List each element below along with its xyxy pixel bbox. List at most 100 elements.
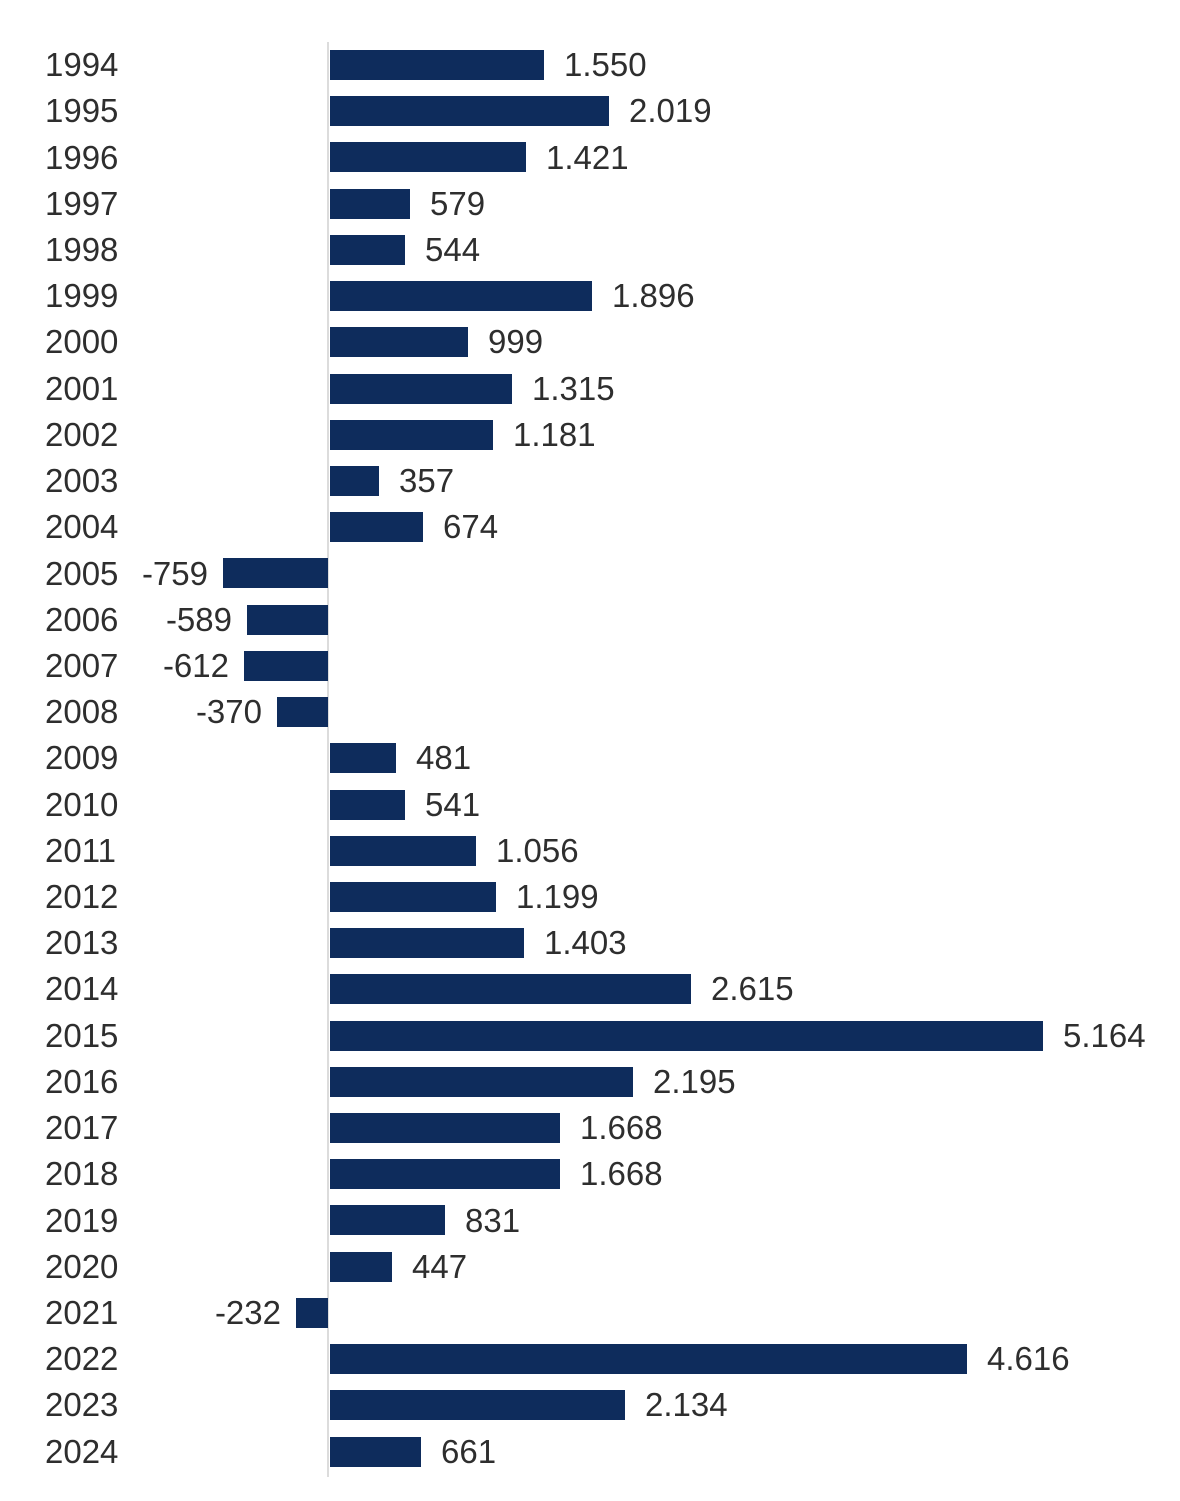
bar <box>330 281 592 312</box>
value-label: 579 <box>430 184 486 222</box>
category-label: 1996 <box>45 138 119 176</box>
category-label: 2021 <box>45 1294 119 1332</box>
category-label: 2002 <box>45 415 119 453</box>
bar <box>330 96 609 127</box>
value-label: 2.134 <box>645 1386 728 1424</box>
value-label: 999 <box>488 323 544 361</box>
chart-row: 2023 2.134 <box>0 1382 1180 1428</box>
value-label: 674 <box>443 508 499 546</box>
chart-row: 2001 1.315 <box>0 366 1180 412</box>
chart-row: 1994 1.550 <box>0 42 1180 88</box>
value-label: 1.181 <box>513 415 596 453</box>
chart-row: 2014 2.615 <box>0 966 1180 1012</box>
chart-row: 2000 999 <box>0 319 1180 365</box>
value-label: 1.199 <box>516 878 599 916</box>
value-label: 661 <box>441 1432 497 1470</box>
value-label: 1.668 <box>580 1109 663 1147</box>
bar <box>330 188 410 219</box>
bar <box>330 373 512 404</box>
value-label: 2.615 <box>711 970 794 1008</box>
chart-row: 2011 1.056 <box>0 828 1180 874</box>
value-label: 2.195 <box>653 1062 736 1100</box>
value-label: 1.896 <box>612 277 695 315</box>
value-label: 1.315 <box>532 369 615 407</box>
category-label: 2011 <box>45 831 116 869</box>
category-label: 2023 <box>45 1386 119 1424</box>
chart-row: 2017 1.668 <box>0 1105 1180 1151</box>
category-label: 2001 <box>45 369 119 407</box>
value-label: 544 <box>425 230 481 268</box>
category-label: 2022 <box>45 1340 119 1378</box>
chart-row: 2003 357 <box>0 458 1180 504</box>
chart-rows: 1994 1.550 1995 2.019 1996 1.421 1997 579 1998 54… <box>0 42 1180 1475</box>
category-label: 2015 <box>45 1016 119 1054</box>
bar <box>330 465 379 496</box>
chart-row: 2019 831 <box>0 1197 1180 1243</box>
category-label: 1994 <box>45 46 119 84</box>
value-label: 357 <box>399 462 455 500</box>
bar <box>330 512 423 543</box>
bar <box>330 1436 421 1467</box>
value-label: 481 <box>416 739 472 777</box>
chart-row: 2013 1.403 <box>0 920 1180 966</box>
chart-row: 2009 481 <box>0 735 1180 781</box>
bar <box>330 50 544 80</box>
chart-row: 2005 -759 <box>0 550 1180 596</box>
category-label: 2004 <box>45 508 119 546</box>
bar <box>247 604 328 635</box>
chart-row: 1995 2.019 <box>0 88 1180 134</box>
y-axis-baseline <box>327 42 329 1477</box>
bar <box>330 327 468 358</box>
category-label: 2012 <box>45 878 119 916</box>
bar <box>277 697 328 728</box>
category-label: 2019 <box>45 1201 119 1239</box>
chart-row: 1997 579 <box>0 181 1180 227</box>
chart-row: 2016 2.195 <box>0 1059 1180 1105</box>
bar <box>330 1251 392 1282</box>
category-label: 2009 <box>45 739 119 777</box>
bar <box>330 1390 625 1421</box>
value-label: -232 <box>214 1294 281 1332</box>
chart-row: 2021 -232 <box>0 1290 1180 1336</box>
category-label: 2010 <box>45 785 119 823</box>
value-label: -589 <box>165 600 232 638</box>
chart-row: 1998 544 <box>0 227 1180 273</box>
value-label: -612 <box>162 646 229 684</box>
bar <box>330 1020 1043 1051</box>
bar <box>330 142 526 173</box>
category-label: 2007 <box>45 646 119 684</box>
category-label: 1999 <box>45 277 119 315</box>
chart-row: 2006 -589 <box>0 597 1180 643</box>
bar <box>330 234 405 265</box>
bar <box>330 1113 560 1144</box>
bar <box>330 835 476 866</box>
category-label: 2016 <box>45 1062 119 1100</box>
value-label: 2.019 <box>629 92 712 130</box>
bar <box>330 1066 633 1097</box>
chart-row: 2002 1.181 <box>0 412 1180 458</box>
category-label: 2017 <box>45 1109 119 1147</box>
chart-row: 1996 1.421 <box>0 134 1180 180</box>
bar <box>330 743 396 774</box>
category-label: 1997 <box>45 184 119 222</box>
value-label: 1.056 <box>496 831 579 869</box>
category-label: 2003 <box>45 462 119 500</box>
chart-row: 2010 541 <box>0 782 1180 828</box>
chart-row: 2008 -370 <box>0 689 1180 735</box>
value-label: 4.616 <box>987 1340 1070 1378</box>
bar <box>330 974 691 1005</box>
value-label: 1.403 <box>544 924 627 962</box>
category-label: 2005 <box>45 554 119 592</box>
chart-row: 2020 447 <box>0 1244 1180 1290</box>
chart-row: 2018 1.668 <box>0 1151 1180 1197</box>
chart-row: 2015 5.164 <box>0 1013 1180 1059</box>
bar <box>330 1344 967 1375</box>
category-label: 2008 <box>45 693 119 731</box>
category-label: 2020 <box>45 1247 119 1285</box>
category-label: 2014 <box>45 970 119 1008</box>
category-label: 2006 <box>45 600 119 638</box>
value-label: 5.164 <box>1063 1016 1146 1054</box>
bar <box>223 558 328 589</box>
chart-row: 2024 661 <box>0 1429 1180 1475</box>
